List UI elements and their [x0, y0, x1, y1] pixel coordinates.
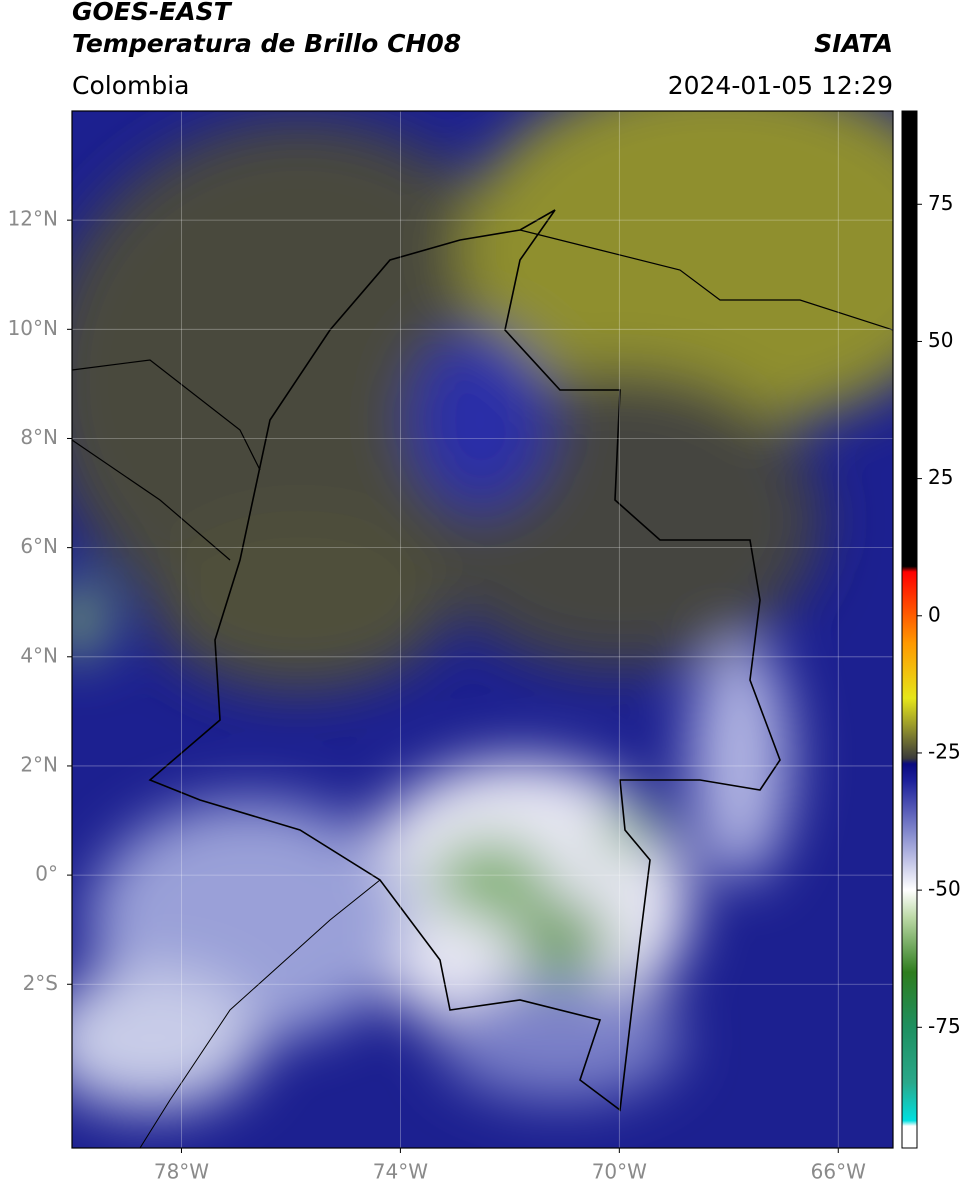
x-tick-label: 66°W — [811, 1160, 866, 1184]
datetime: 2024-01-05 12:29 — [668, 71, 893, 100]
colorbar-tick-label: 50 — [928, 328, 953, 352]
colorbar-tick-label: -25 — [928, 739, 961, 763]
colorbar-tick-label: -50 — [928, 877, 961, 901]
y-tick-label: 2°S — [23, 971, 58, 995]
x-tick-label: 78°W — [154, 1160, 209, 1184]
x-tick-label: 74°W — [373, 1160, 428, 1184]
colorbar-tick-label: 0 — [928, 602, 941, 626]
satellite-image — [72, 111, 893, 1148]
x-tick-label: 70°W — [592, 1160, 647, 1184]
y-tick-label: 4°N — [20, 643, 58, 667]
colorbar-tick-label: 25 — [928, 465, 953, 489]
y-tick-label: 6°N — [20, 534, 58, 558]
colorbar-tick-label: 75 — [928, 191, 953, 215]
y-tick-label: 2°N — [20, 752, 58, 776]
colorbar — [901, 110, 918, 1149]
title: GOES-EAST — [72, 0, 233, 26]
region: Colombia — [72, 71, 189, 100]
brand: SIATA — [814, 29, 893, 58]
subtitle: Temperatura de Brillo CH08 — [72, 29, 461, 58]
y-tick-label: 0° — [35, 862, 58, 886]
y-tick-label: 12°N — [8, 207, 58, 231]
colorbar-tick-label: -75 — [928, 1014, 961, 1038]
y-tick-label: 8°N — [20, 425, 58, 449]
y-tick-label: 10°N — [8, 316, 58, 340]
grid — [72, 111, 893, 1148]
map-frame — [71, 110, 894, 1149]
